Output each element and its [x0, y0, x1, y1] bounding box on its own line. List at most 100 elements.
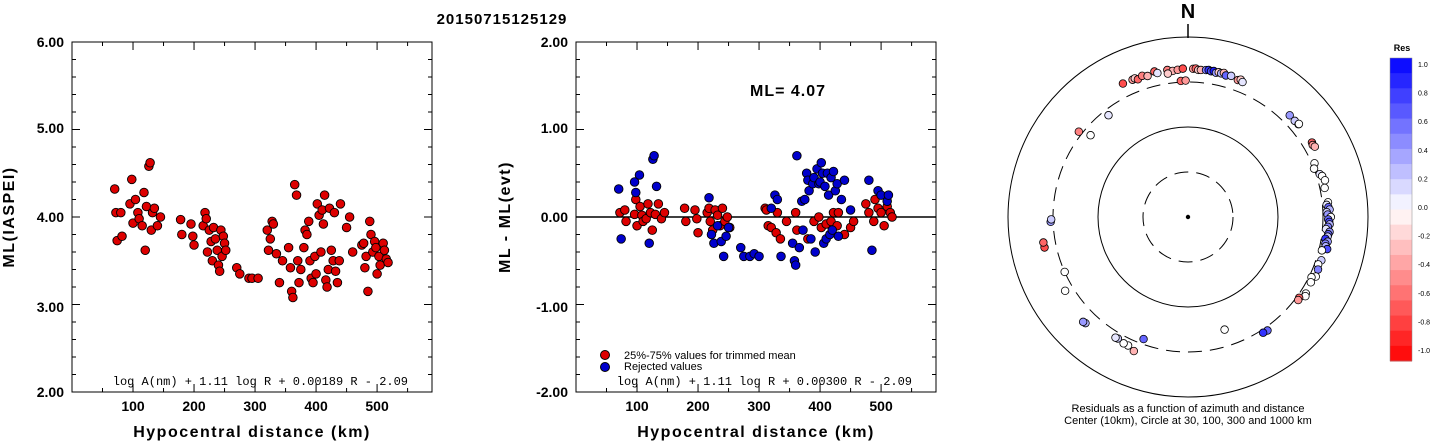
- y-tick-label: 5.00: [37, 120, 64, 136]
- data-point: [651, 181, 662, 192]
- station-point: [1320, 176, 1330, 185]
- data-point: [214, 266, 225, 277]
- station-point: [1226, 71, 1236, 81]
- ml-distance-panel: 6.00 5.00 4.00 3.00 2.00 100 200 300 400 500…: [1, 34, 433, 441]
- data-point: [649, 150, 659, 161]
- colorbar-cell: [1390, 179, 1412, 195]
- data-point: [810, 247, 820, 257]
- y-tick-labels: 6.00 5.00 4.00 3.00 2.00: [37, 34, 64, 400]
- data-point: [262, 225, 273, 235]
- data-point: [776, 251, 786, 262]
- data-point: [792, 150, 802, 161]
- colorbar-cell: [1390, 73, 1412, 89]
- data-point: [690, 205, 700, 215]
- data-point: [735, 242, 746, 253]
- data-points: [109, 157, 393, 303]
- station-point: [1320, 183, 1329, 193]
- y-tick-label: 4.00: [37, 209, 64, 225]
- colorbar-tick-label: 0.8: [1418, 91, 1428, 98]
- x-tick-label: 400: [808, 398, 832, 414]
- data-point: [717, 203, 728, 213]
- data-points: [613, 150, 897, 270]
- data-point: [289, 179, 300, 190]
- data-point: [706, 229, 717, 240]
- data-point: [130, 194, 141, 205]
- residual-polar-panel: N Residuals as a function of azimuth and…: [1007, 1, 1369, 427]
- data-point: [116, 207, 126, 218]
- data-point: [820, 181, 830, 192]
- colorbar-tick-label: 1.0: [1418, 62, 1428, 69]
- x-tick-label: 300: [747, 398, 771, 414]
- data-point: [296, 264, 306, 275]
- data-point: [303, 216, 314, 227]
- north-label: N: [1181, 1, 1195, 23]
- colorbar-cell: [1390, 270, 1412, 286]
- data-point: [712, 210, 723, 220]
- ml-value-label: ML= 4.07: [750, 83, 826, 100]
- colorbar-tick-label: -0.8: [1418, 319, 1430, 326]
- data-point: [864, 175, 874, 185]
- x-axis-label: Hypocentral distance (km): [637, 424, 875, 441]
- station-point: [1104, 111, 1113, 120]
- colorbar-tick-label: -0.4: [1418, 262, 1430, 269]
- data-point: [299, 242, 309, 253]
- station-point: [1309, 164, 1319, 173]
- data-point: [283, 242, 294, 253]
- data-point: [363, 286, 373, 297]
- colorbar-tick-label: 0.6: [1418, 119, 1428, 126]
- data-point: [787, 238, 798, 248]
- station-point: [1238, 77, 1247, 87]
- legend-label-trimmed: 25%-75% values for trimmed mean: [624, 350, 796, 362]
- data-point: [334, 256, 345, 266]
- data-point: [800, 194, 810, 205]
- y-tick-label: 6.00: [37, 34, 64, 50]
- data-point: [721, 231, 731, 241]
- colorbar-cell: [1390, 88, 1412, 104]
- x-tick-label: 500: [365, 398, 389, 414]
- station-point: [1285, 111, 1294, 120]
- data-point: [265, 234, 276, 244]
- data-point: [848, 216, 859, 227]
- tick-marks: [72, 41, 432, 393]
- colorbar-cell: [1390, 58, 1412, 74]
- colorbar-cell: [1390, 194, 1412, 210]
- data-point: [277, 256, 288, 266]
- data-point: [372, 269, 382, 279]
- data-point: [718, 251, 729, 262]
- data-point: [127, 174, 137, 185]
- colorbar-title: Res: [1394, 43, 1411, 53]
- station-point: [1306, 278, 1316, 287]
- colorbar-cells: [1390, 58, 1412, 362]
- legend-marker-rejected: [600, 362, 610, 372]
- data-point: [681, 216, 691, 227]
- data-point: [268, 219, 279, 229]
- data-point: [621, 216, 631, 227]
- x-tick-label: 200: [686, 398, 710, 414]
- data-point: [845, 205, 856, 215]
- data-point: [781, 216, 792, 227]
- data-point: [814, 212, 824, 222]
- data-point: [347, 247, 358, 257]
- station-point: [1294, 295, 1303, 305]
- data-point: [823, 190, 834, 200]
- outer-ring-1000km: [1007, 36, 1369, 398]
- data-point: [221, 245, 231, 255]
- data-point: [140, 245, 150, 255]
- data-point: [365, 216, 375, 227]
- data-point: [634, 170, 645, 180]
- colorbar-tick-label: 0.4: [1418, 148, 1428, 155]
- data-point: [876, 207, 886, 218]
- data-point: [210, 234, 221, 244]
- colorbar-cell: [1390, 239, 1412, 256]
- map-caption-line-1: Residuals as a function of azimuth and d…: [1072, 403, 1305, 415]
- data-point: [723, 222, 734, 233]
- data-point: [827, 225, 838, 235]
- x-tick-label: 500: [869, 398, 893, 414]
- colorbar-cell: [1390, 254, 1412, 271]
- data-point: [319, 190, 330, 200]
- data-point: [879, 220, 889, 231]
- colorbar-tick-label: 0.2: [1418, 176, 1428, 183]
- data-point: [149, 203, 160, 213]
- data-point: [318, 219, 329, 229]
- data-point: [332, 277, 343, 288]
